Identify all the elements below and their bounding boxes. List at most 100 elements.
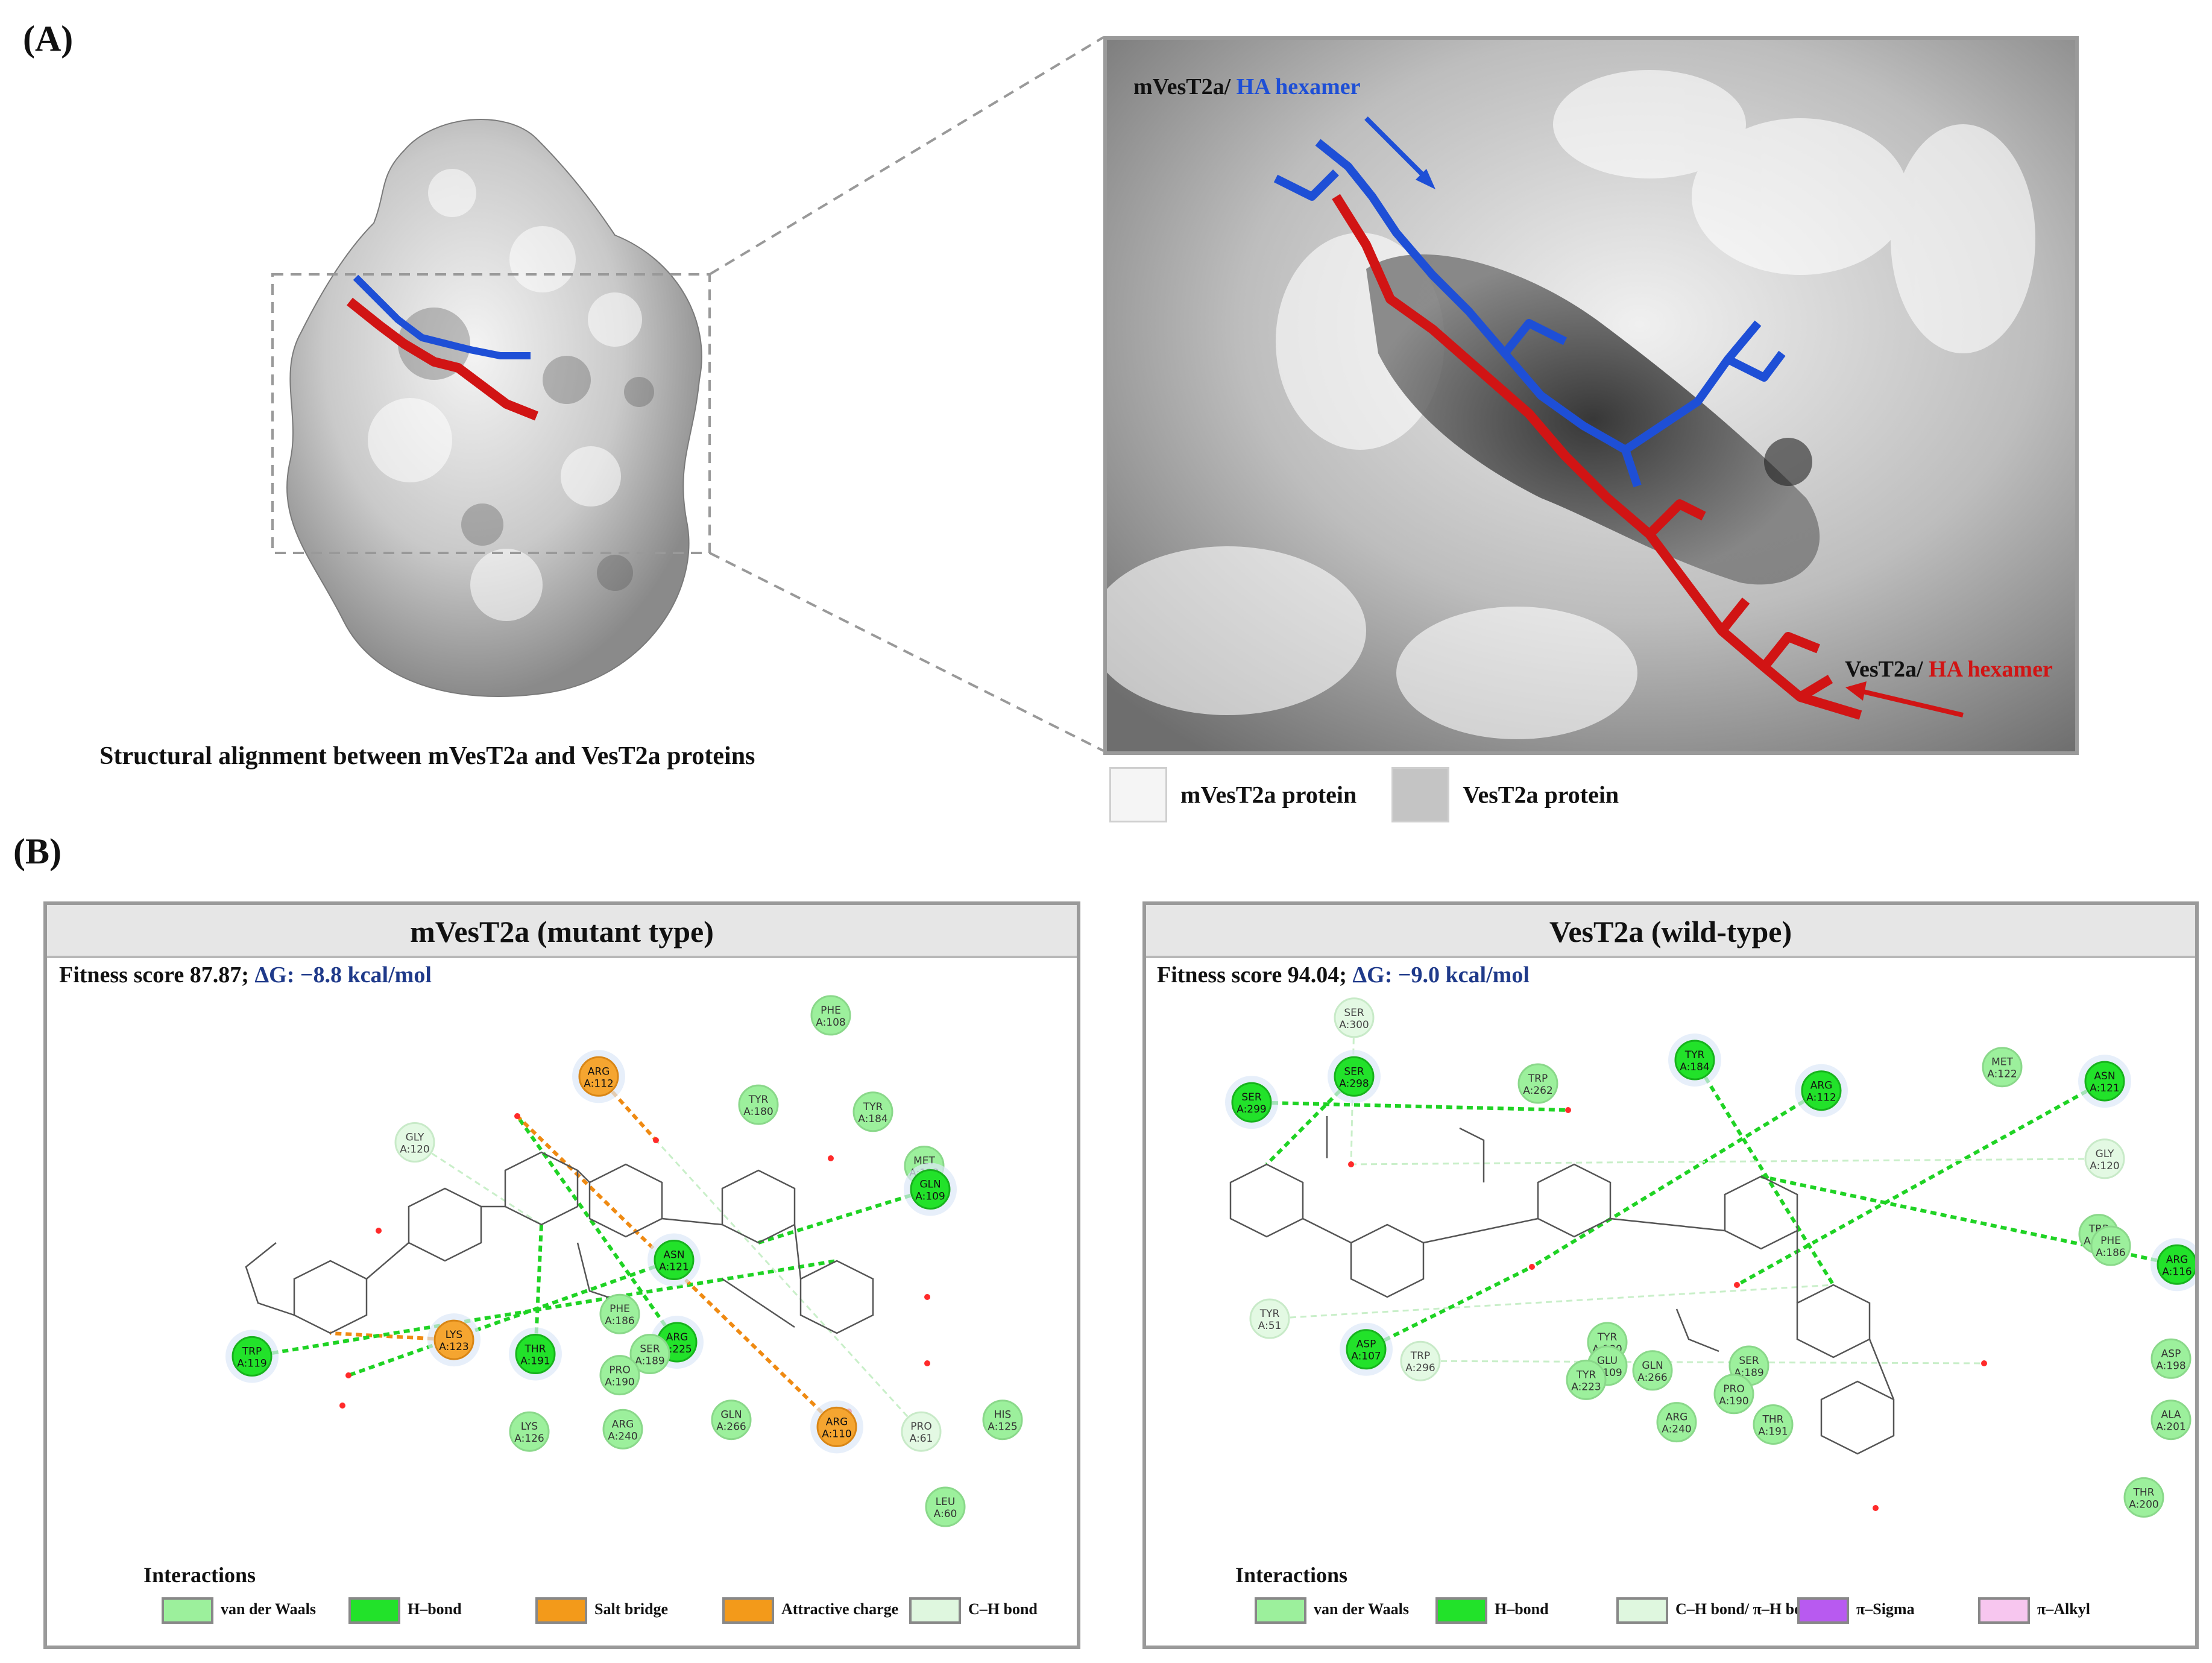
legend-label: π–Alkyl — [2037, 1600, 2090, 1618]
residue-disc — [925, 1486, 966, 1527]
residue-name: SER — [1739, 1355, 1759, 1367]
residue-id: A:186 — [2096, 1247, 2126, 1259]
residue-name: TYR — [1576, 1369, 1596, 1381]
residue-id: A:189 — [635, 1355, 665, 1368]
wildtype-interaction-lines — [1251, 1017, 2178, 1365]
interaction-line — [1760, 1175, 2178, 1267]
residue-id: A:123 — [439, 1341, 469, 1353]
residue-id: A:108 — [816, 1017, 846, 1029]
residue-id: A:296 — [1405, 1362, 1435, 1374]
residue-name: GLN — [919, 1179, 941, 1191]
wildtype-title: VesT2a (wild-type) — [1146, 905, 2195, 958]
residue-disc — [1334, 1056, 1375, 1097]
legend-label: van der Waals — [1314, 1600, 1409, 1618]
residue-id: A:121 — [2090, 1082, 2120, 1094]
residue-id: A:121 — [659, 1261, 689, 1273]
zoom-render-frame — [1103, 36, 2079, 755]
residue-id: A:201 — [2156, 1421, 2186, 1433]
residue-name: ASP — [2161, 1348, 2181, 1360]
mutant-interaction-lines — [251, 1075, 931, 1433]
residue-name: PRO — [910, 1421, 931, 1433]
residue-name: HIS — [994, 1409, 1012, 1421]
residue-disc — [810, 995, 851, 1036]
wildtype-fitness: Fitness score 94.04; ΔG: −9.0 kcal/mol — [1157, 962, 1530, 988]
residue-name: ARG — [1810, 1080, 1833, 1092]
residue-id: A:51 — [1258, 1320, 1282, 1332]
residue-id: A:186 — [605, 1315, 635, 1327]
legend-swatch — [722, 1597, 774, 1624]
residue-name: THR — [2133, 1486, 2155, 1498]
interaction-line — [251, 1259, 837, 1358]
residue-disc — [901, 1411, 942, 1452]
residue-id: A:119 — [237, 1357, 267, 1369]
mutant-fitness-score: Fitness score 87.87; — [59, 962, 255, 988]
mutant-ligand — [245, 1151, 874, 1334]
interaction-line — [1269, 1284, 1834, 1320]
residue-name: ALA — [2161, 1409, 2181, 1421]
legend-label: Salt bridge — [594, 1600, 669, 1618]
interaction-line — [1693, 1059, 1835, 1286]
wildtype-legend-item: π–Sigma — [1797, 1597, 1915, 1624]
mutant-legend-item: Salt bridge — [535, 1597, 668, 1624]
residue-id: A:266 — [716, 1421, 746, 1433]
residue-disc — [2084, 1061, 2125, 1102]
mutant-legend-title: Interactions — [143, 1563, 256, 1587]
residue-name: THR — [525, 1343, 546, 1355]
residue-name: TYR — [863, 1101, 883, 1113]
residue-disc — [852, 1091, 893, 1132]
legend-swatch — [909, 1597, 961, 1624]
residue-name: ASN — [663, 1249, 684, 1261]
legend-swatch — [1797, 1597, 1849, 1624]
residue-name: PHE — [2100, 1235, 2121, 1247]
residue-disc — [578, 1056, 619, 1097]
mutant-interaction-box: mVesT2a (mutant type) Fitness score 87.8… — [43, 901, 1080, 1649]
mutant-legend-item: Attractive charge — [722, 1597, 898, 1624]
residue-disc — [1656, 1402, 1697, 1443]
mutant-legend-item: C–H bond — [909, 1597, 1038, 1624]
residue-disc — [1517, 1063, 1558, 1104]
residue-id: A:191 — [1758, 1426, 1788, 1438]
legend-swatch — [535, 1597, 587, 1624]
residue-id: A:191 — [520, 1355, 550, 1368]
interaction-line — [414, 1141, 542, 1226]
wildtype-interaction-box: VesT2a (wild-type) Fitness score 94.04; … — [1142, 901, 2199, 1649]
interaction-line — [758, 1187, 931, 1245]
legend-label: van der Waals — [221, 1600, 316, 1618]
wildtype-label-ha: HA hexamer — [1929, 657, 2053, 682]
interaction-line — [1531, 1089, 1823, 1269]
interaction-line — [1251, 1100, 1569, 1112]
wildtype-legend-item: C–H bond/ π–H bond — [1616, 1597, 1820, 1624]
residue-name: GLY — [2096, 1148, 2114, 1160]
residue-id: A:240 — [608, 1430, 638, 1442]
residue-id: A:107 — [1351, 1351, 1381, 1363]
legend-swatch — [1255, 1597, 1306, 1624]
residue-name: SER — [640, 1343, 660, 1355]
residue-name: ARG — [588, 1065, 610, 1078]
residue-disc — [1753, 1404, 1794, 1445]
residue-disc — [2090, 1225, 2131, 1266]
legend-swatch-wildtype — [1391, 767, 1450, 822]
residue-name: SER — [1241, 1091, 1262, 1103]
overview-caption: Structural alignment between mVesT2a and… — [99, 742, 755, 770]
residue-id: A:262 — [1523, 1085, 1553, 1097]
residue-id: A:110 — [822, 1428, 852, 1440]
